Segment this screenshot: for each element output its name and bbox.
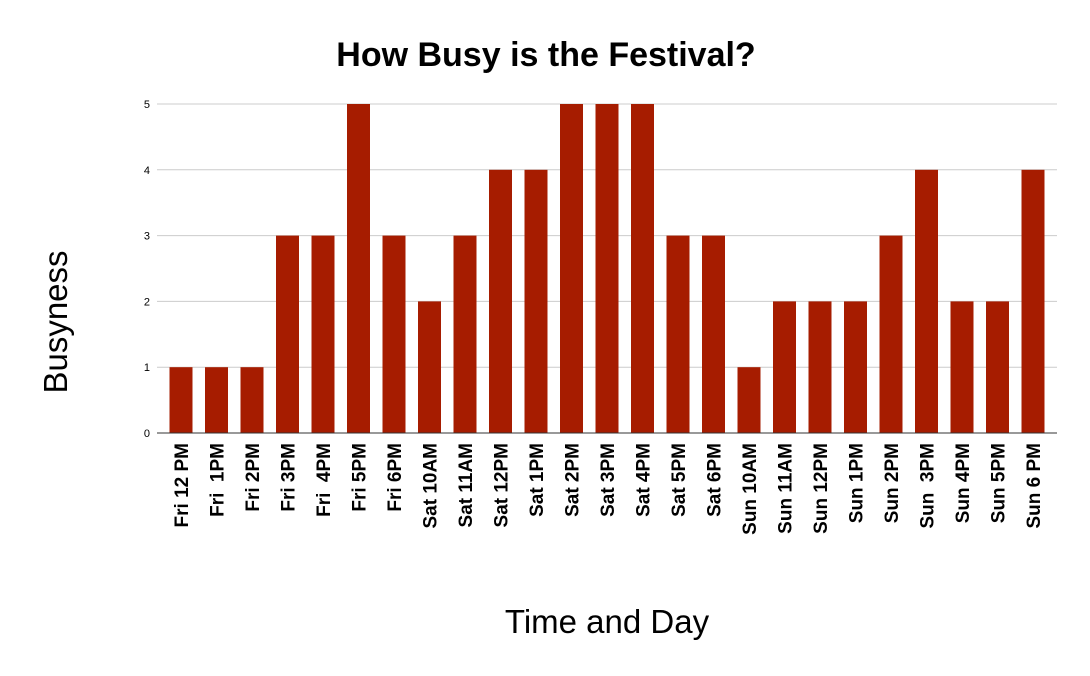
bar (1021, 169, 1045, 434)
bar (347, 104, 370, 433)
x-tick-label: Fri 2PM (243, 443, 264, 512)
bar (205, 367, 228, 433)
x-tick-label: Sat 10AM (421, 443, 442, 529)
x-tick-label: Sat 12PM (492, 443, 513, 527)
x-tick-label: Sun 6 PM (1024, 443, 1045, 529)
x-tick-label: Fri 3PM (279, 443, 300, 512)
bar (702, 235, 725, 433)
bar (418, 301, 441, 433)
y-tick-label: 3 (144, 231, 150, 243)
x-tick-label: Sat 3PM (598, 443, 619, 517)
x-tick-label: Sat 2PM (563, 443, 584, 517)
bar (986, 301, 1009, 433)
y-tick-label: 0 (144, 428, 150, 440)
y-axis-ticks: 0 1 2 3 4 5 (144, 99, 150, 440)
x-tick-label: Sat 6PM (705, 443, 726, 517)
bar (879, 235, 903, 433)
bar (489, 169, 512, 434)
x-axis-title: Time and Day (505, 603, 710, 640)
x-tick-label: Fri 6PM (385, 443, 406, 512)
bar (950, 301, 974, 433)
x-tick-label: Sat 1PM (527, 443, 548, 517)
bar (666, 235, 690, 433)
bar (382, 235, 406, 433)
chart-title: How Busy is the Festival? (336, 36, 755, 74)
bar (773, 301, 796, 433)
x-tick-label: Sun 4PM (953, 443, 974, 523)
x-tick-label: Fri 4PM (314, 443, 335, 517)
bar (808, 301, 832, 433)
bar (595, 104, 619, 433)
x-tick-label: Sun 2PM (882, 443, 903, 523)
y-tick-label: 5 (144, 99, 150, 111)
bar (453, 235, 477, 433)
bar (240, 367, 264, 433)
x-tick-label: Sun 11AM (776, 443, 797, 534)
x-tick-label: Sat 4PM (634, 443, 655, 517)
x-tick-label: Sat 11AM (456, 443, 477, 527)
y-tick-label: 1 (144, 362, 150, 374)
x-tick-label: Fri 1PM (208, 443, 229, 517)
bar (311, 235, 335, 433)
x-axis-ticks: Fri 12 PM Fri 1PM Fri 2PM Fri 3PM Fri 4PM Fri… (172, 443, 1045, 535)
bar (631, 104, 654, 433)
x-tick-label: Fri 12 PM (172, 443, 193, 527)
x-tick-label: Sun 12PM (811, 443, 832, 534)
x-tick-label: Fri 5PM (350, 443, 371, 512)
x-tick-label: Sun 3PM (918, 443, 939, 529)
y-axis-title: Busyness (37, 250, 74, 393)
x-tick-label: Sun 1PM (847, 443, 868, 523)
bar (169, 367, 193, 433)
bar (737, 367, 761, 433)
bar (560, 104, 583, 433)
bar (276, 235, 299, 433)
y-tick-label: 2 (144, 296, 150, 308)
x-tick-label: Sat 5PM (669, 443, 690, 517)
y-tick-label: 4 (144, 165, 150, 177)
x-tick-label: Sun 10AM (740, 443, 761, 535)
bar (844, 301, 867, 433)
bar (915, 169, 938, 434)
bar (524, 169, 548, 434)
bars (169, 104, 1045, 434)
x-tick-label: Sun 5PM (989, 443, 1010, 523)
